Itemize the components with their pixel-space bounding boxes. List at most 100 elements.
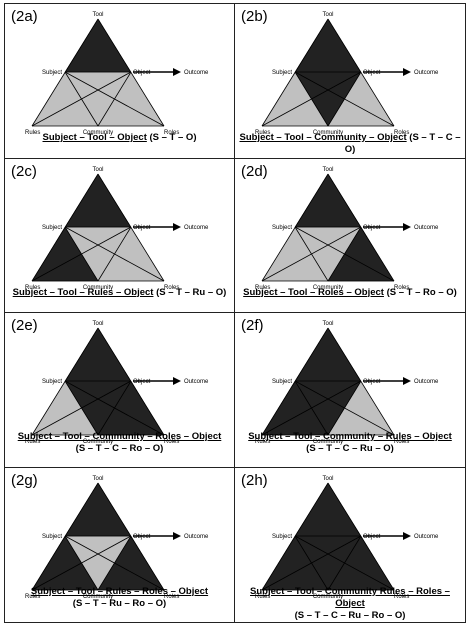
node-label-roles: Roles	[164, 594, 179, 600]
caption-main: Subject – Tool – Rules – Roles – Object	[30, 585, 209, 597]
node-label-subject: Subject	[42, 70, 62, 76]
triangle-edge	[64, 226, 165, 281]
panel-label: (2a)	[11, 8, 38, 25]
caption-main: Subject – Tool – Community – Roles – Obj…	[17, 431, 222, 442]
caption-main: Subject – Tool – Rules – Object	[12, 286, 154, 298]
node-label-roles: Roles	[164, 439, 179, 445]
diagram-panel: Tool Subject Object Outcome Rules Community Ro…	[235, 159, 465, 313]
activity-triangle-diagram: Tool Subject Object Outcome Rules Community Ro…	[255, 476, 439, 600]
diagram-panel: Tool Subject Object Outcome Rules Community Ro…	[235, 468, 465, 623]
node-label-outcome: Outcome	[414, 70, 439, 76]
arrow-head-icon	[173, 68, 181, 76]
node-label-object: Object	[133, 534, 151, 540]
node-label-tool: Tool	[92, 321, 103, 327]
node-label-object: Object	[363, 534, 381, 540]
panel-caption: Subject – Tool – Community – Object (S –…	[235, 132, 465, 156]
node-label-community: Community	[83, 594, 113, 600]
panel-label: (2b)	[241, 8, 268, 25]
node-label-outcome: Outcome	[414, 379, 439, 385]
panel-caption: Subject – Tool – Rules – Object (S – T –…	[5, 287, 234, 299]
diagram-panel: Tool Subject Object Outcome Rules Community Ro…	[5, 158, 235, 313]
panel-caption: Subject – Tool – Community – Rules – Obj…	[235, 431, 465, 455]
node-label-outcome: Outcome	[184, 225, 209, 231]
caption-code: (S – T – Ru – Ro – O)	[72, 597, 167, 609]
caption-code: (S – T – C – Ro – O)	[75, 443, 164, 454]
arrow-head-icon	[173, 531, 181, 540]
node-label-tool: Tool	[92, 476, 103, 482]
arrow-head-icon	[403, 377, 411, 385]
node-label-roles: Roles	[164, 285, 179, 291]
node-label-outcome: Outcome	[414, 534, 439, 540]
triangle-edge	[261, 380, 362, 436]
diagram-panel: Tool Subject Object Outcome Rules Community Ro…	[235, 313, 465, 468]
caption-main: Subject – Tool – Community Rules – Roles…	[250, 585, 450, 609]
activity-triangle-diagram: Tool Subject Object Outcome Rules Community Ro…	[25, 321, 209, 445]
node-label-subject: Subject	[272, 70, 292, 76]
node-label-community: Community	[313, 130, 343, 136]
arrow-head-icon	[173, 222, 181, 231]
diagram-panel: Tool Subject Object Outcome Rules Community Ro…	[5, 4, 235, 159]
node-label-object: Object	[363, 70, 381, 76]
highlight-region-tool	[64, 173, 132, 227]
activity-triangle-diagram: Tool Subject Object Outcome Rules Community Ro…	[25, 12, 209, 136]
node-label-object: Object	[133, 70, 151, 76]
caption-code: (S – T – C – Ru – Ro – O)	[294, 609, 406, 621]
triangle-edge	[64, 71, 165, 127]
panel-label: (2e)	[11, 317, 38, 334]
node-label-subject: Subject	[42, 225, 62, 231]
node-label-rules: Rules	[255, 439, 270, 445]
triangle-edge	[31, 226, 132, 281]
panel-caption: Subject – Tool – Roles – Object (S – T –…	[235, 287, 465, 299]
caption-code: (S – T – O)	[149, 132, 197, 143]
caption-code: (S – T – C – Ru – O)	[306, 443, 394, 454]
triangle-edge	[31, 71, 132, 127]
node-label-rules: Rules	[25, 594, 40, 600]
node-label-object: Object	[133, 379, 151, 385]
caption-main: Subject – Tool – Community – Object	[239, 132, 407, 143]
node-label-roles: Roles	[394, 594, 409, 600]
node-label-rules: Rules	[25, 439, 40, 445]
node-label-roles: Roles	[394, 285, 409, 291]
panel-label: (2h)	[241, 471, 268, 489]
panel-caption: Subject – Tool – Community – Roles – Obj…	[5, 431, 234, 455]
caption-code: (S – T – Ro – O)	[386, 286, 457, 298]
activity-triangle-diagram: Tool Subject Object Outcome Rules Community Ro…	[25, 476, 209, 600]
caption-main: Subject – Tool – Community – Rules – Obj…	[248, 431, 452, 442]
node-label-subject: Subject	[272, 225, 292, 231]
node-label-community: Community	[313, 594, 343, 600]
node-label-rules: Rules	[25, 285, 40, 291]
triangle-edge	[64, 535, 165, 590]
node-label-tool: Tool	[92, 167, 103, 173]
triangle-edge	[261, 71, 362, 127]
caption-code: (S – T – C – O)	[344, 132, 461, 155]
diagram-panel: Tool Subject Object Outcome Rules Community Ro…	[5, 313, 235, 468]
triangle-edge	[261, 535, 362, 590]
node-label-outcome: Outcome	[184, 379, 209, 385]
triangle-edge	[31, 380, 132, 436]
highlight-region-tool	[294, 482, 362, 536]
node-label-object: Object	[133, 225, 151, 231]
node-label-community: Community	[313, 439, 343, 445]
triangle-edge	[261, 226, 362, 281]
activity-triangle-diagram: Tool Subject Object Outcome Rules Community Ro…	[255, 12, 439, 136]
node-label-community: Community	[83, 439, 113, 445]
triangle-edge	[64, 380, 165, 436]
node-label-rules: Rules	[255, 594, 270, 600]
node-label-tool: Tool	[92, 12, 103, 18]
base-region	[32, 72, 164, 126]
caption-main: Subject – Tool – Roles – Object	[243, 286, 384, 298]
highlight-region-tool	[64, 482, 132, 536]
triangle-edge	[294, 71, 395, 127]
highlight-region-tool	[294, 327, 362, 382]
node-label-tool: Tool	[322, 321, 333, 327]
arrow-head-icon	[403, 222, 411, 231]
node-label-tool: Tool	[322, 476, 333, 482]
caption-code: (S – T – Ru – O)	[156, 286, 227, 298]
arrow-head-icon	[403, 68, 411, 76]
node-label-community: Community	[83, 130, 113, 136]
arrow-head-icon	[173, 377, 181, 385]
node-label-outcome: Outcome	[184, 534, 209, 540]
arrow-head-icon	[403, 531, 411, 540]
panel-caption: Subject – Tool – Object (S – T – O)	[5, 132, 234, 144]
node-label-subject: Subject	[42, 379, 62, 385]
